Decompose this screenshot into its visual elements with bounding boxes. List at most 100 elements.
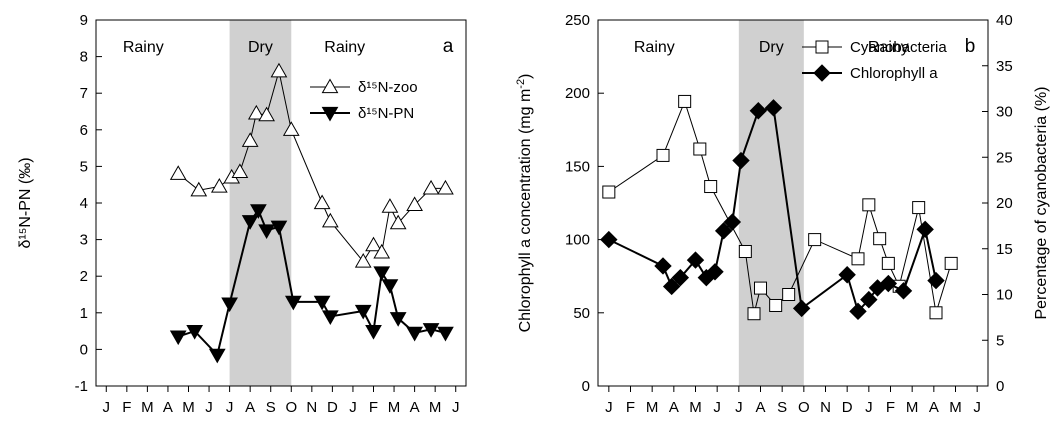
x-tick-label: M [141, 399, 154, 416]
data-point-s1-0 [169, 330, 187, 346]
y-axis-label: Chlorophyll a concentration (mg m-2) [515, 74, 534, 333]
data-point-s1-2 [208, 348, 226, 364]
y-right-tick-label: 25 [996, 149, 1013, 166]
legend-label-0: Cyanobacteria [850, 39, 947, 56]
data-point-s0-14 [373, 243, 391, 259]
x-tick-label: M [429, 399, 442, 416]
x-tick-label: F [122, 399, 131, 416]
y-tick-label: 8 [80, 49, 88, 66]
data-point-s1-17 [422, 323, 440, 338]
x-tick-label: J [735, 399, 743, 416]
data-point-s1-9 [313, 295, 331, 311]
x-tick-label: M [388, 399, 401, 416]
data-point-s0-13 [873, 232, 887, 246]
panel-label: a [443, 36, 454, 57]
x-tick-label: O [285, 399, 297, 416]
data-point-s1-5 [250, 204, 267, 219]
data-point-s0-7 [754, 281, 767, 295]
data-point-s0-9 [282, 121, 300, 136]
y-tick-label: 4 [80, 195, 88, 212]
data-point-s0-10 [808, 233, 822, 247]
y-right-tick-label: 10 [996, 287, 1013, 304]
data-point-s1-18 [894, 282, 913, 300]
x-tick-label: A [245, 399, 255, 416]
data-point-s1-6 [258, 224, 275, 239]
y-tick-label: 150 [565, 158, 590, 175]
data-point-s0-10 [313, 194, 331, 210]
panel-label: b [965, 36, 976, 57]
y-tick-label: 5 [80, 158, 88, 175]
legend-label-1: Chlorophyll a [850, 65, 938, 82]
data-point-s1-1 [654, 257, 672, 275]
x-tick-label: M [646, 399, 659, 416]
y-tick-label: 2 [80, 268, 88, 285]
season-label-0: Rainy [634, 39, 675, 56]
x-tick-label: S [266, 399, 276, 416]
legend-marker-1 [321, 106, 339, 122]
season-label-2: Rainy [868, 39, 909, 56]
data-point-s1-11 [764, 99, 783, 117]
y-right-tick-label: 30 [996, 104, 1013, 121]
x-tick-label: J [605, 399, 613, 416]
panel-a-chart: Rainy Dry Rainy aJ F M A M J J A S O N D J F M A M J-1012345… [17, 12, 467, 416]
y-tick-label: 3 [80, 232, 88, 249]
data-point-s1-6 [706, 263, 724, 281]
data-point-s1-19 [916, 220, 934, 239]
data-point-s1-9 [732, 151, 750, 170]
data-point-s0-5 [738, 244, 752, 258]
data-point-s0-11 [851, 252, 865, 266]
x-tick-label: F [626, 399, 635, 416]
data-point-s0-16 [912, 201, 926, 215]
data-point-s1-14 [849, 302, 867, 321]
x-tick-label: M [949, 399, 962, 416]
data-point-s1-3 [221, 297, 238, 313]
data-point-s0-1 [656, 148, 670, 162]
y-tick-label: 50 [573, 305, 590, 322]
y-right-axis-label: Percentage of cyanobacteria (%) [1033, 86, 1050, 319]
x-tick-label: A [163, 399, 173, 416]
y-axis-label: δ¹⁵N-PN (‰) [17, 157, 34, 248]
data-point-s0-15 [381, 198, 399, 213]
data-point-s1-13 [373, 266, 391, 282]
x-tick-label: M [689, 399, 702, 416]
data-point-s0-7 [258, 106, 275, 122]
data-point-s0-6 [247, 104, 265, 120]
data-point-s1-3 [671, 268, 690, 287]
y-tick-label: 100 [565, 232, 590, 249]
y-tick-label: 1 [80, 305, 88, 322]
data-point-s1-10 [749, 102, 768, 120]
y-tick-label: -1 [75, 378, 88, 395]
data-point-s0-0 [169, 165, 187, 180]
dry-season-band [738, 20, 804, 386]
x-tick-label: J [973, 399, 981, 416]
x-tick-label: J [205, 399, 213, 416]
data-point-s0-18 [422, 179, 440, 195]
data-point-s1-18 [437, 326, 454, 342]
legend-marker-1 [813, 64, 831, 82]
series-line-0 [177, 71, 446, 263]
x-tick-label: A [929, 399, 939, 416]
data-point-s1-8 [723, 213, 742, 231]
data-point-s1-7 [270, 220, 288, 236]
y-tick-label: 0 [582, 378, 590, 395]
data-point-s0-12 [354, 253, 372, 268]
data-point-s1-4 [686, 251, 705, 269]
data-point-s0-17 [406, 196, 423, 211]
data-point-s1-11 [354, 304, 372, 320]
data-point-s0-3 [693, 142, 707, 156]
x-tick-label: S [777, 399, 787, 416]
y-right-tick-label: 15 [996, 241, 1013, 258]
data-point-s1-1 [186, 324, 204, 340]
series-line-1 [177, 208, 446, 357]
data-point-s1-16 [406, 326, 423, 342]
x-tick-label: J [349, 399, 357, 416]
data-point-s0-12 [862, 198, 876, 212]
x-tick-label: O [798, 399, 810, 416]
y-right-tick-label: 20 [996, 195, 1013, 212]
x-tick-label: D [327, 399, 338, 416]
data-point-s0-0 [602, 185, 616, 199]
data-point-s1-7 [714, 222, 733, 240]
data-point-s1-13 [838, 266, 856, 284]
x-tick-label: A [755, 399, 765, 416]
